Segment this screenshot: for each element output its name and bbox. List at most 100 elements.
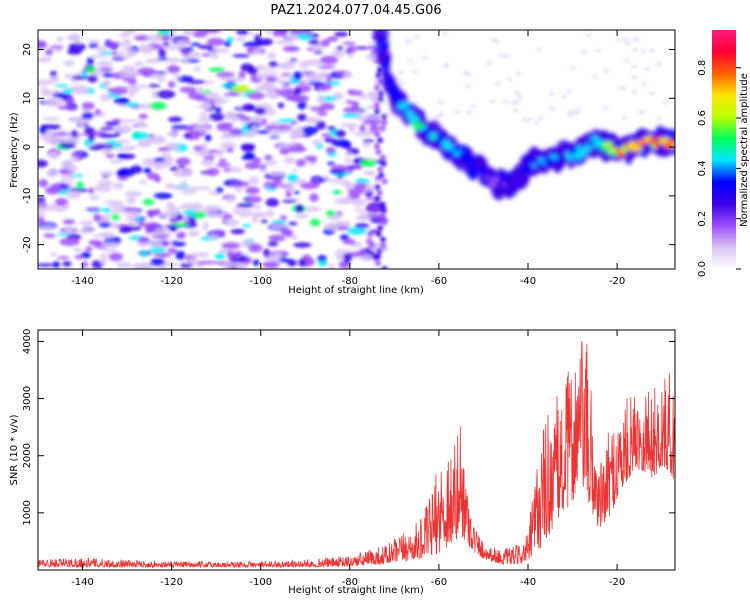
heatmap-cell — [164, 182, 175, 189]
heatmap-cell — [465, 157, 475, 165]
heatmap-cell — [216, 122, 232, 132]
heatmap-cell — [189, 202, 204, 211]
heatmap-cell — [590, 136, 599, 142]
heatmap-cell — [99, 253, 109, 257]
heatmap-cell — [178, 165, 185, 169]
heatmap-cell — [300, 30, 313, 35]
heatmap-cell — [271, 220, 287, 225]
heatmap-cell — [374, 131, 381, 138]
heatmap-cell — [38, 196, 46, 203]
heatmap-cell — [265, 30, 273, 35]
heatmap-cell — [201, 142, 208, 151]
heatmap-cell — [124, 190, 143, 198]
heatmap-cell — [287, 146, 307, 153]
heatmap-cell — [242, 224, 252, 228]
colorbar: 0.0 0.2 0.4 0.6 0.8 Normalized spectral ampl… — [697, 30, 750, 277]
heatmap-cell — [138, 45, 155, 54]
heatmap-cell — [603, 141, 613, 147]
heatmap-cell — [275, 39, 294, 45]
heatmap-cell — [55, 198, 68, 206]
heatmap-cell — [38, 210, 45, 217]
heatmap-cell — [196, 87, 205, 95]
heatmap-cell — [591, 75, 598, 79]
heatmap-cell — [302, 126, 319, 135]
heatmap-cell — [182, 59, 190, 64]
heatmap-cell — [615, 39, 622, 43]
heatmap-cell — [109, 203, 126, 209]
heatmap-cell — [75, 40, 81, 44]
heatmap-cell — [535, 48, 542, 51]
heatmap-cell — [258, 168, 267, 173]
heatmap-cell — [108, 252, 123, 262]
spectrogram-y-tick-label: 10 — [22, 92, 33, 105]
heatmap-cell — [377, 35, 385, 40]
heatmap-cell — [70, 155, 78, 162]
heatmap-cell — [186, 80, 206, 84]
heatmap-cell — [150, 258, 166, 267]
heatmap-cell — [281, 199, 297, 203]
heatmap-cell — [325, 210, 336, 217]
heatmap-cell — [236, 30, 249, 36]
heatmap-cell — [640, 50, 646, 54]
heatmap-cell — [190, 252, 210, 258]
heatmap-cell — [129, 84, 138, 89]
heatmap-cell — [161, 35, 171, 42]
heatmap-cell — [638, 110, 645, 114]
heatmap-cell — [266, 76, 277, 82]
heatmap-cell — [380, 154, 386, 161]
heatmap-cell — [305, 116, 321, 124]
heatmap-cell — [379, 100, 386, 104]
heatmap-cell — [169, 224, 177, 232]
heatmap-cell — [128, 220, 138, 226]
snr-series-line — [38, 341, 675, 569]
heatmap-cell — [240, 144, 255, 152]
heatmap-cell — [354, 207, 365, 212]
heatmap-cell — [145, 227, 152, 234]
heatmap-cell — [215, 106, 222, 114]
heatmap-cell — [99, 51, 114, 55]
heatmap-cell — [302, 206, 322, 213]
figure-title: PAZ1.2024.077.04.45.G06 — [270, 3, 441, 18]
heatmap-cell — [351, 198, 366, 206]
heatmap-cell — [620, 86, 627, 90]
heatmap-cell — [112, 182, 124, 190]
snr-x-tick-label: -120 — [160, 577, 183, 588]
heatmap-cell — [384, 112, 391, 116]
heatmap-cell — [60, 175, 75, 182]
heatmap-cell — [164, 45, 181, 51]
heatmap-cell — [303, 71, 316, 75]
heatmap-cell — [103, 207, 111, 213]
heatmap-cell — [63, 60, 75, 67]
heatmap-cell — [272, 30, 279, 37]
heatmap-cell — [101, 214, 112, 220]
heatmap-cell — [367, 171, 375, 177]
heatmap-cell — [506, 77, 513, 81]
heatmap-cell — [251, 216, 259, 224]
heatmap-cell — [137, 220, 146, 227]
heatmap-cell — [146, 209, 161, 216]
heatmap-cell — [641, 82, 648, 86]
heatmap-cell — [263, 248, 271, 258]
heatmap-cell — [282, 45, 300, 53]
heatmap-cell — [162, 42, 170, 47]
heatmap-cell — [393, 91, 400, 100]
heatmap-cell — [100, 67, 114, 72]
heatmap-cell — [345, 100, 353, 104]
heatmap-cell — [310, 107, 327, 112]
heatmap-cell — [272, 252, 285, 259]
heatmap-cell — [208, 67, 226, 73]
heatmap-cell — [98, 171, 116, 176]
colorbar-tick-label: 0.4 — [697, 160, 708, 176]
heatmap-cell — [358, 94, 369, 99]
heatmap-cell — [268, 234, 286, 242]
heatmap-cell — [379, 125, 386, 132]
heatmap-cell — [343, 183, 358, 190]
heatmap-cell — [85, 207, 101, 212]
heatmap-cell — [375, 148, 382, 155]
heatmap-cell — [138, 120, 146, 128]
heatmap-cell — [381, 119, 388, 126]
heatmap-cell — [208, 112, 226, 122]
heatmap-cell — [156, 90, 176, 99]
heatmap-cell — [226, 37, 235, 43]
heatmap-cell — [105, 143, 114, 150]
